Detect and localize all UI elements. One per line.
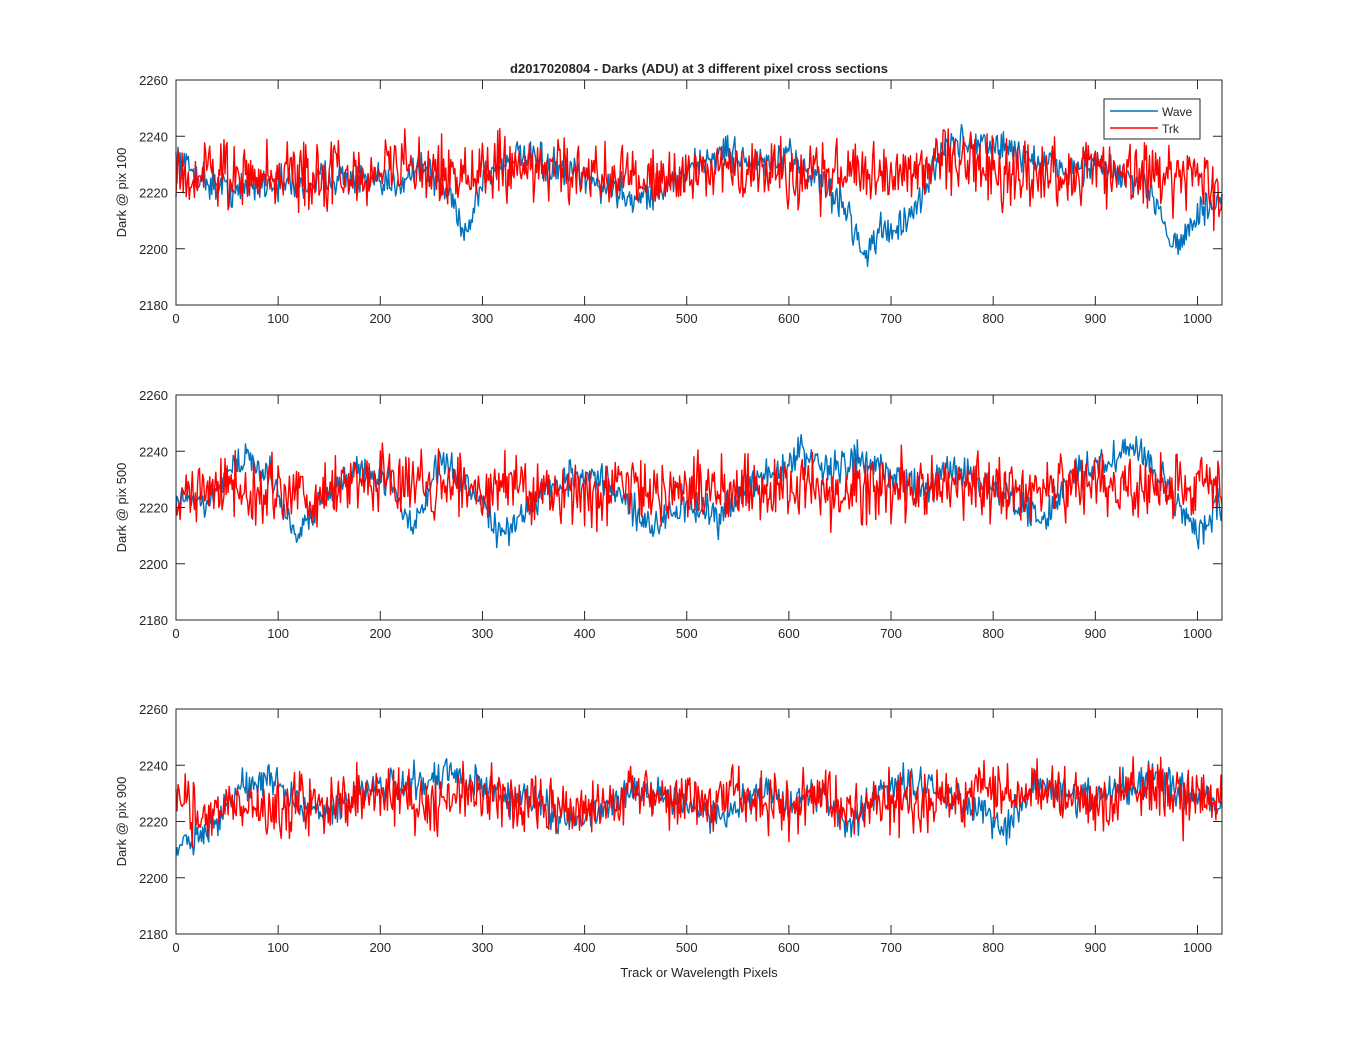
legend-label-trk: Trk (1162, 122, 1180, 136)
x-tick-label: 300 (472, 311, 494, 326)
x-tick-label: 800 (982, 311, 1004, 326)
x-tick-label: 800 (982, 940, 1004, 955)
y-tick-label: 2260 (139, 388, 168, 403)
x-tick-label: 400 (574, 940, 596, 955)
x-tick-label: 800 (982, 626, 1004, 641)
plot-area (176, 709, 1222, 934)
series-line-trk (175, 127, 1223, 232)
y-tick-label: 2240 (139, 444, 168, 459)
subplot-2: 0 100 200 300 400 500 600 700 800 900 1000 2180 2200… (114, 388, 1223, 641)
y-tick-label: 2220 (139, 501, 168, 516)
x-tick-label: 500 (676, 311, 698, 326)
x-tick-label: 300 (472, 626, 494, 641)
x-tick-label: 200 (369, 626, 391, 641)
x-tick-label: 700 (880, 626, 902, 641)
legend-label-wave: Wave (1162, 105, 1193, 119)
x-tick-label: 600 (778, 940, 800, 955)
x-tick-label: 0 (172, 311, 179, 326)
x-tick-label: 200 (369, 311, 391, 326)
y-tick-label: 2180 (139, 613, 168, 628)
y-tick-label: 2200 (139, 242, 168, 257)
x-tick-label: 400 (574, 626, 596, 641)
x-tick-label: 500 (676, 940, 698, 955)
x-tick-label: 100 (267, 626, 289, 641)
subplot-3: 0 100 200 300 400 500 600 700 800 900 1000 2180 2200… (114, 702, 1223, 955)
x-tick-label: 900 (1084, 940, 1106, 955)
x-tick-label: 200 (369, 940, 391, 955)
x-tick-label: 100 (267, 311, 289, 326)
y-tick-label: 2180 (139, 298, 168, 313)
x-tick-label: 300 (472, 940, 494, 955)
x-tick-label: 1000 (1183, 940, 1212, 955)
x-tick-label: 1000 (1183, 626, 1212, 641)
x-tick-label: 100 (267, 940, 289, 955)
y-tick-label: 2180 (139, 927, 168, 942)
y-axis-label: Dark @ pix 900 (114, 777, 129, 867)
x-tick-label: 700 (880, 940, 902, 955)
x-axis-label: Track or Wavelength Pixels (620, 965, 778, 980)
x-tick-label: 600 (778, 311, 800, 326)
y-tick-label: 2260 (139, 702, 168, 717)
legend: Wave Trk (1103, 98, 1201, 140)
y-axis-label: Dark @ pix 500 (114, 463, 129, 553)
y-tick-label: 2220 (139, 815, 168, 830)
plot-area (176, 80, 1222, 305)
y-tick-label: 2240 (139, 129, 168, 144)
y-tick-label: 2200 (139, 871, 168, 886)
y-tick-label: 2260 (139, 73, 168, 88)
x-tick-label: 500 (676, 626, 698, 641)
subplot-panels: 0 100 200 300 400 500 600 700 800 900 100021802200… (114, 73, 1223, 955)
x-tick-label: 0 (172, 626, 179, 641)
x-tick-label: 600 (778, 626, 800, 641)
series-line-trk (175, 442, 1223, 533)
subplot-1: 0 100 200 300 400 500 600 700 800 900 1000 2180 2200… (114, 73, 1223, 326)
series-line-trk (175, 756, 1223, 848)
legend-box (1103, 98, 1201, 140)
y-axis-label: Dark @ pix 100 (114, 148, 129, 238)
y-tick-label: 2200 (139, 557, 168, 572)
y-tick-label: 2220 (139, 186, 168, 201)
x-tick-label: 700 (880, 311, 902, 326)
figure-title: d2017020804 - Darks (ADU) at 3 different… (510, 61, 888, 76)
y-tick-label: 2240 (139, 758, 168, 773)
x-tick-label: 900 (1084, 311, 1106, 326)
x-tick-label: 400 (574, 311, 596, 326)
x-tick-label: 1000 (1183, 311, 1212, 326)
x-tick-label: 0 (172, 940, 179, 955)
x-tick-label: 900 (1084, 626, 1106, 641)
